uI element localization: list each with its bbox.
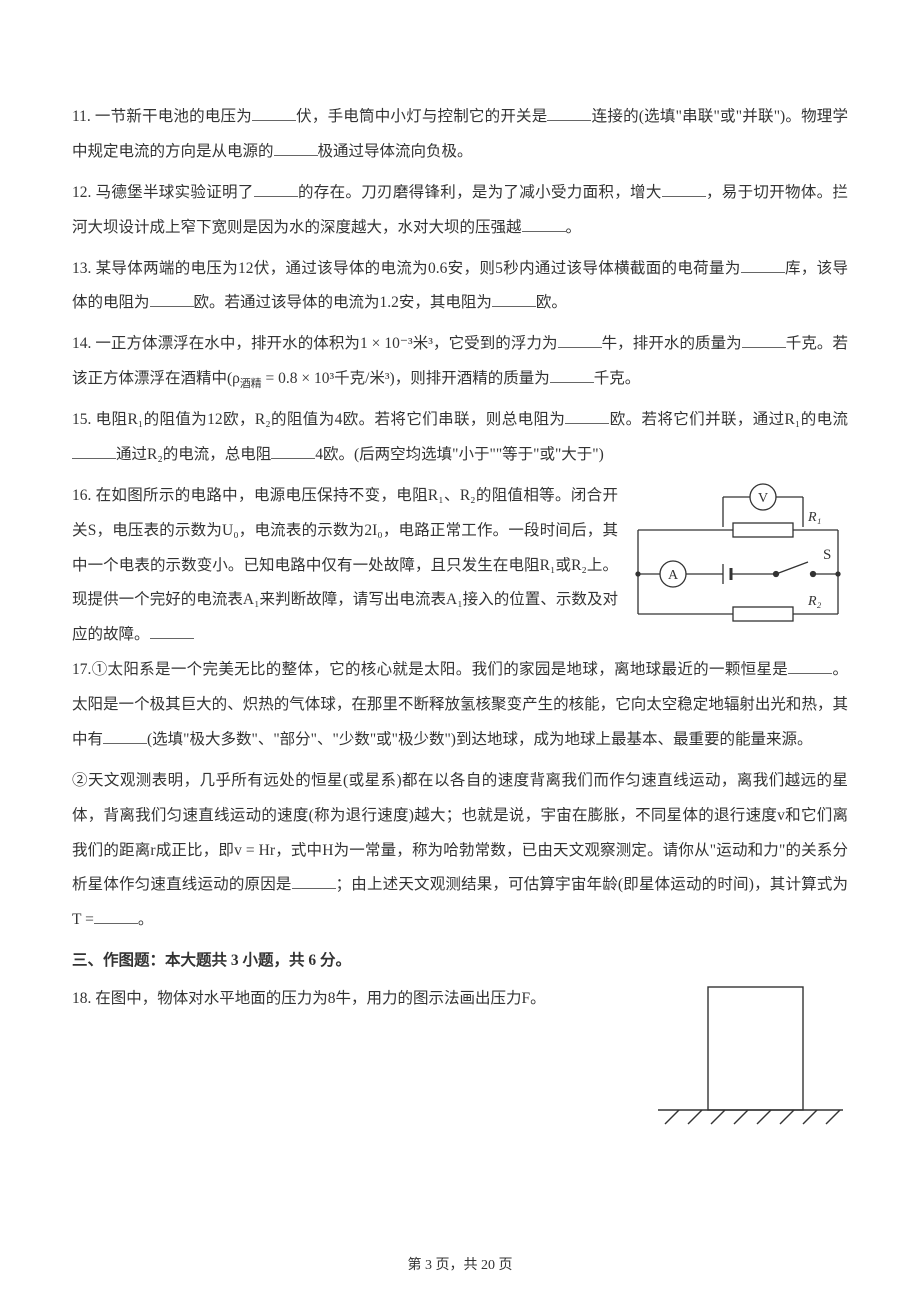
q11-p2: 伏，手电筒中小灯与控制它的开关是 [296,108,548,125]
q11-p1: 一节新干电池的电压为 [95,108,252,125]
page-footer: 第 3 页，共 20 页 [0,1254,920,1274]
q17-part2-label: ② [72,772,88,789]
blank [492,291,536,308]
voltmeter-label: V [758,491,768,506]
q14-num: 14. [72,335,91,352]
q17-p2-3: 。 [138,911,154,928]
question-16: 16. 在如图所示的电路中，电源电压保持不变，电阻R₁、R₂的阻值相等。闭合开关… [72,479,848,653]
q14-sub: 酒精 [240,378,262,390]
block-figure [653,982,848,1137]
q16-text: 在如图所示的电路中，电源电压保持不变，电阻R₁、R₂的阻值相等。闭合开关S，电压… [72,487,618,644]
q18-num: 18. [72,990,91,1007]
blank [522,215,566,232]
q12-p2: 的存在。刀刃磨得锋利，是为了减小受力面积，增大 [298,184,662,201]
q13-p4: 欧。 [536,294,567,311]
q14-p1: 一正方体漂浮在水中，排开水的体积为1 × 10⁻³米³，它受到的浮力为 [95,335,557,352]
question-12: 12. 马德堡半球实验证明了的存在。刀刃磨得锋利，是为了减小受力面积，增大，易于… [72,176,848,246]
q11-p4: 极通过导体流向负极。 [318,143,473,160]
q14-p4: 千克。 [594,370,641,387]
q12-p4: 。 [566,219,582,236]
q16-num: 16. [72,487,91,504]
q17-p1-1: 太阳系是一个完美无比的整体，它的核心就是太阳。我们的家园是地球，离地球最近的一颗… [108,661,789,678]
question-18: 18. 在图中，物体对水平地面的压力为8牛，用力的图示法画出压力F。 [72,982,848,1137]
blank [565,408,609,425]
q18-text: 在图中，物体对水平地面的压力为8牛，用力的图示法画出压力F。 [95,990,545,1007]
blank [150,623,194,640]
blank [94,908,138,925]
blank [72,442,116,459]
circuit-figure: V R₁ [628,479,848,639]
question-17-part2: ②天文观测表明，几乎所有远处的恒星(或星系)都在以各自的速度背离我们而作匀速直线… [72,764,848,938]
q13-p3: 欧。若通过该导体的电流为1.2安，其电阻为 [194,294,492,311]
q15-p3: 通过R₂的电流，总电阻 [116,446,271,463]
r2-label: R₂ [807,594,822,609]
blank [150,291,194,308]
blank [252,105,296,122]
switch-label: S [823,547,831,563]
blank [742,332,786,349]
section-3-title: 三、作图题：本大题共 3 小题，共 6 分。 [72,944,848,978]
q15-p4: 4欧。(后两空均选填"小于""等于"或"大于") [315,446,604,463]
blank [103,727,147,744]
r1-label: R₁ [807,510,821,525]
question-13: 13. 某导体两端的电压为12伏，通过该导体的电流为0.6安，则5秒内通过该导体… [72,252,848,322]
question-15: 15. 电阻R₁的阻值为12欧，R₂的阻值为4欧。若将它们串联，则总电阻为 欧。若… [72,403,848,473]
question-17: 17.①太阳系是一个完美无比的整体，它的核心就是太阳。我们的家园是地球，离地球最… [72,653,848,758]
blank [547,105,591,122]
q13-num: 13. [72,260,91,277]
blank [788,658,832,675]
blank [558,332,602,349]
q13-p1: 某导体两端的电压为12伏，通过该导体的电流为0.6安，则5秒内通过该导体横截面的… [96,260,741,277]
q17-num: 17. [72,661,91,678]
blank [271,442,315,459]
q14-p2: 牛，排开水的质量为 [602,335,742,352]
q14-p3b: = 0.8 × 10³千克/米³)，则排开酒精的质量为 [262,370,550,387]
blank [274,139,318,156]
q12-num: 12. [72,184,91,201]
q17-part1-label: ① [91,661,107,678]
ammeter-label: A [668,568,679,583]
q15-p2: 欧。若将它们并联，通过R₁的电流 [609,411,848,428]
blank [292,873,336,890]
q15-p1: 电阻R₁的阻值为12欧，R₂的阻值为4欧。若将它们串联，则总电阻为 [96,411,566,428]
blank [254,180,298,197]
question-11: 11. 一节新干电池的电压为伏，手电筒中小灯与控制它的开关是连接的(选填"串联"… [72,100,848,170]
blank [741,256,785,273]
blank [550,367,594,384]
q15-num: 15. [72,411,91,428]
q11-num: 11. [72,108,91,125]
question-14: 14. 一正方体漂浮在水中，排开水的体积为1 × 10⁻³米³，它受到的浮力为 牛… [72,327,848,397]
q17-p1-3: (选填"极大多数"、"部分"、"少数"或"极少数")到达地球，成为地球上最基本、… [147,731,812,748]
blank [662,180,706,197]
q12-p1: 马德堡半球实验证明了 [96,184,254,201]
